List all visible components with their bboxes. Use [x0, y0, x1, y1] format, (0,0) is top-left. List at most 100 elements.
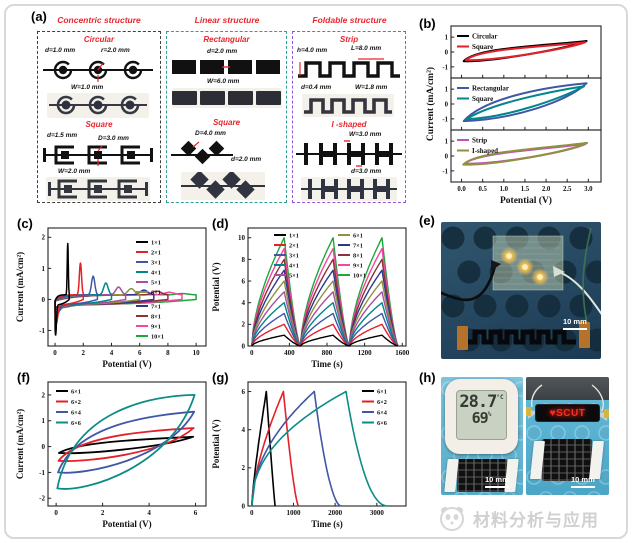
svg-text:1×1: 1×1	[289, 232, 299, 239]
panel-label-b: (b)	[419, 16, 436, 31]
svg-text:-1: -1	[39, 327, 45, 335]
dim-rect-w: W=6.0 mm	[207, 78, 240, 85]
dim-strip-d: d=0.4 mm	[301, 84, 332, 91]
svg-text:-1: -1	[442, 64, 448, 71]
foldable-structure-box: Strip h=4.0 mm L=8.0 mm d=0.4 mm W=1.8 m…	[292, 31, 406, 203]
chart-gcd-arrays: 0 1000 2000 3000 0 2 4 6 6×1 6×2 6×4 6×6 Time (s) Pot…	[211, 381, 407, 529]
dim-lsquare-d: d=2.0 mm	[231, 156, 262, 163]
strip-schematic	[298, 58, 400, 78]
svg-text:8×1: 8×1	[353, 252, 363, 259]
svg-text:2×1: 2×1	[289, 242, 299, 249]
concentric-structure-box: Circular d=1.0 mm r=2.0 mm W=1.0 mm Squa…	[37, 31, 161, 203]
svg-text:0: 0	[242, 342, 246, 350]
led-display: ♥SCUT	[535, 404, 600, 422]
photo-led-demo: 10 mm	[441, 222, 601, 359]
circular-schematic	[43, 60, 153, 82]
svg-text:0: 0	[53, 349, 57, 357]
svg-text:1: 1	[445, 139, 449, 146]
svg-text:1×1: 1×1	[151, 239, 161, 246]
temperature-unit: °C	[496, 394, 504, 401]
svg-text:2: 2	[101, 509, 105, 517]
svg-text:7×1: 7×1	[353, 242, 363, 249]
svg-text:4×1: 4×1	[151, 269, 161, 276]
svg-text:0.5: 0.5	[478, 186, 487, 193]
thermometer-lcd: 28.7 °C 69 %	[456, 390, 507, 440]
svg-text:6×1: 6×1	[353, 232, 363, 239]
svg-text:3×1: 3×1	[151, 259, 161, 266]
panel-label-g: (g)	[212, 370, 229, 385]
chart-cv-shapes: -1 0 1 Circular Square -1 0 1 Rectangular Square 0…	[425, 25, 602, 206]
chart-cv-series: 0 2 4 6 8 10 -1 0 1 2 1×1 2×1 3×1 4×1 5×1 6×1 7×1 8×1 9×1 1…	[15, 227, 207, 369]
section-title-concentric: Concentric structure	[57, 15, 141, 25]
svg-text:Square: Square	[472, 43, 493, 51]
svg-text:1: 1	[42, 265, 46, 273]
chart-gcd-series: 0 400 800 1200 1600 0 2 4 6 8 10 1×1 2×1 3×1 4×1 5×1 6×1…	[211, 227, 410, 369]
svg-text:Current (mA/cm²): Current (mA/cm²)	[425, 67, 436, 141]
shape-name-conc-square: Square	[85, 120, 113, 129]
svg-text:6×2: 6×2	[71, 399, 81, 406]
dim-circular-w: W=1.0 mm	[71, 84, 104, 91]
scale-bar-h-right: 10 mm	[571, 476, 595, 488]
svg-text:10: 10	[193, 349, 201, 357]
scale-bar-h-left: 10 mm	[485, 476, 509, 488]
svg-text:Potential (V): Potential (V)	[102, 359, 151, 369]
svg-text:1: 1	[445, 87, 449, 94]
watermark-text: 材料分析与应用	[473, 510, 599, 530]
svg-text:1.5: 1.5	[521, 186, 530, 193]
svg-text:0.0: 0.0	[457, 186, 466, 193]
left-wire	[441, 265, 497, 302]
svg-text:4: 4	[110, 349, 114, 357]
svg-text:8: 8	[166, 349, 170, 357]
panel-label-a: (a)	[31, 9, 47, 24]
svg-text:1200: 1200	[358, 349, 373, 357]
svg-text:Potential (V): Potential (V)	[500, 195, 552, 206]
svg-text:2.0: 2.0	[542, 186, 551, 193]
svg-text:6×6: 6×6	[71, 420, 81, 427]
thermometer: 28.7 °C 69 %	[445, 379, 518, 454]
photo-led-display-demo: ♥SCUT 10 mm	[526, 377, 609, 495]
dim-strip-L: L=8.0 mm	[351, 45, 382, 52]
supercapacitor-array-left	[457, 459, 507, 492]
svg-text:0: 0	[445, 153, 449, 160]
svg-text:5×1: 5×1	[151, 279, 161, 286]
svg-text:6×6: 6×6	[377, 420, 387, 427]
dim-csquare-D: D=3.0 mm	[98, 135, 129, 142]
svg-text:-1: -1	[39, 469, 45, 477]
svg-text:8×1: 8×1	[151, 313, 161, 320]
svg-text:3.0: 3.0	[584, 186, 593, 193]
circular-device-photo	[47, 93, 149, 118]
svg-text:1: 1	[42, 417, 46, 425]
svg-text:4: 4	[147, 509, 151, 517]
svg-text:8: 8	[242, 256, 246, 264]
panel-label-e: (e)	[419, 213, 435, 228]
shape-name-circular: Circular	[83, 35, 115, 44]
svg-text:6: 6	[242, 277, 246, 285]
temperature-reading: 28.7	[459, 392, 497, 412]
shape-name-ishaped: I -shaped	[331, 120, 367, 129]
svg-text:1600: 1600	[395, 349, 410, 357]
linear-square-schematic	[171, 140, 233, 165]
linear-square-photo	[181, 172, 265, 200]
panel-label-d: (d)	[212, 216, 229, 231]
shape-name-lin-square: Square	[212, 118, 241, 127]
panel-label-f: (f)	[17, 370, 30, 385]
svg-text:Potential (V): Potential (V)	[211, 262, 221, 311]
svg-text:4: 4	[242, 426, 246, 434]
svg-text:3×1: 3×1	[289, 252, 299, 259]
svg-text:0: 0	[42, 443, 46, 451]
svg-text:6: 6	[138, 349, 142, 357]
led-demo-graphic	[441, 227, 601, 350]
svg-text:0: 0	[54, 509, 58, 517]
shape-name-rectangular: Rectangular	[203, 35, 250, 44]
left-clip	[491, 260, 501, 271]
svg-text:6×4: 6×4	[71, 409, 82, 416]
watermark: 材料分析与应用	[437, 503, 599, 533]
svg-text:10×1: 10×1	[151, 333, 164, 340]
dim-lsquare-D: D=4.0 mm	[195, 130, 226, 137]
svg-text:2: 2	[42, 391, 46, 399]
svg-text:Time (s): Time (s)	[311, 359, 343, 369]
svg-text:0: 0	[445, 49, 449, 56]
svg-text:Time (s): Time (s)	[311, 519, 343, 529]
right-wire	[558, 271, 601, 315]
